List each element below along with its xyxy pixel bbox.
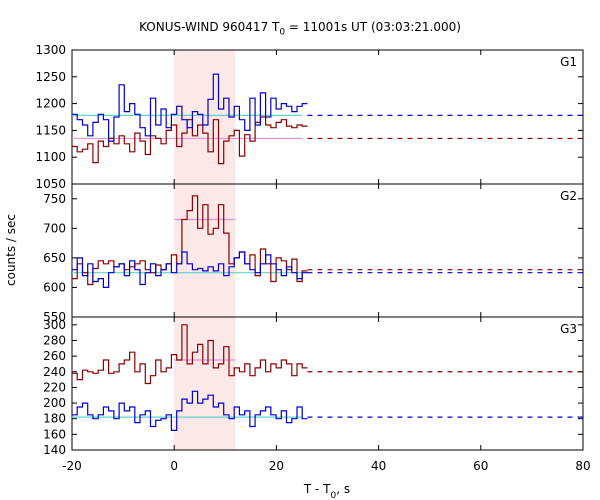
x-axis-title-subscript: 0	[331, 491, 337, 500]
y-tick-label: 240	[43, 365, 66, 379]
highlight-interval-g2	[174, 184, 236, 317]
panel-label-g2: G2	[560, 189, 577, 203]
series-step-dark_red	[72, 116, 308, 165]
y-axis-title: counts / sec	[4, 214, 18, 286]
x-tick-label: 40	[371, 459, 386, 473]
y-tick-label: 160	[43, 427, 66, 441]
series-step-blue	[72, 390, 308, 431]
highlight-interval-g1	[174, 50, 236, 184]
chart-title-main: KONUS-WIND 960417 T	[139, 20, 280, 34]
chart-title-subscript: 0	[279, 27, 286, 38]
x-axis-title: T - T0, s	[303, 482, 350, 500]
panel-frame-g2	[71, 183, 584, 318]
y-tick-label: 650	[43, 251, 66, 265]
x-axis-title-rest: , s	[336, 482, 350, 496]
y-tick-label: 140	[43, 443, 66, 457]
y-tick-label: 180	[43, 412, 66, 426]
panel-frame-g3	[71, 316, 584, 451]
y-tick-label: 1050	[35, 177, 66, 191]
y-tick-label: 260	[43, 349, 66, 363]
y-tick-label: 1250	[35, 70, 66, 84]
series-step-dark_red	[72, 195, 308, 286]
y-tick-label: 1150	[35, 123, 66, 137]
panel-label-g3: G3	[560, 322, 577, 336]
x-tick-label: 60	[473, 459, 488, 473]
chart-title-rest: = 11001s UT (03:03:21.000)	[285, 20, 461, 34]
y-tick-label: 220	[43, 380, 66, 394]
x-axis-title-main: T - T	[303, 482, 331, 496]
y-tick-label: 600	[43, 280, 66, 294]
labels-layer: 105011001150120012501300G155060065070075…	[35, 43, 590, 473]
series-step-blue	[72, 73, 308, 142]
panel-frame-g1	[71, 49, 584, 185]
series-step-dark_red	[72, 324, 308, 385]
data-layer	[72, 73, 583, 431]
y-tick-label: 280	[43, 333, 66, 347]
axes-layer	[71, 49, 584, 451]
x-tick-label: 80	[575, 459, 590, 473]
y-tick-label: 1200	[35, 97, 66, 111]
y-tick-label: 300	[43, 318, 66, 332]
y-tick-label: 200	[43, 396, 66, 410]
y-tick-label: 750	[43, 192, 66, 206]
x-tick-label: 20	[269, 459, 284, 473]
x-tick-label: -20	[62, 459, 82, 473]
panel-label-g1: G1	[560, 55, 577, 69]
highlight-interval-g3	[174, 317, 236, 450]
highlight-layer	[174, 50, 236, 450]
y-tick-label: 700	[43, 221, 66, 235]
series-step-blue	[72, 251, 308, 288]
y-tick-label: 1100	[35, 150, 66, 164]
x-tick-label: 0	[170, 459, 178, 473]
y-tick-label: 1300	[35, 43, 66, 57]
y-tick-label: 550	[43, 310, 66, 324]
chart-title: KONUS-WIND 960417 T0 = 11001s UT (03:03:…	[0, 20, 600, 37]
